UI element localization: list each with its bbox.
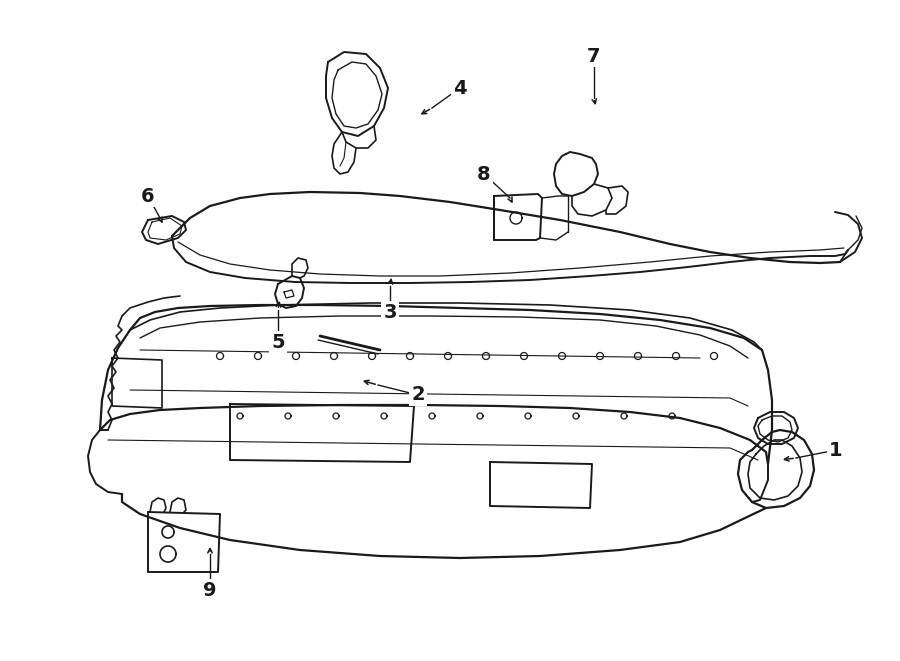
Text: 8: 8	[477, 165, 490, 184]
Text: 7: 7	[587, 46, 601, 65]
Text: 9: 9	[203, 580, 217, 600]
Text: 1: 1	[829, 440, 842, 459]
Text: 5: 5	[271, 332, 284, 352]
Text: 3: 3	[383, 303, 397, 321]
Text: 6: 6	[141, 186, 155, 206]
Text: 4: 4	[454, 79, 467, 98]
Text: 2: 2	[411, 385, 425, 405]
